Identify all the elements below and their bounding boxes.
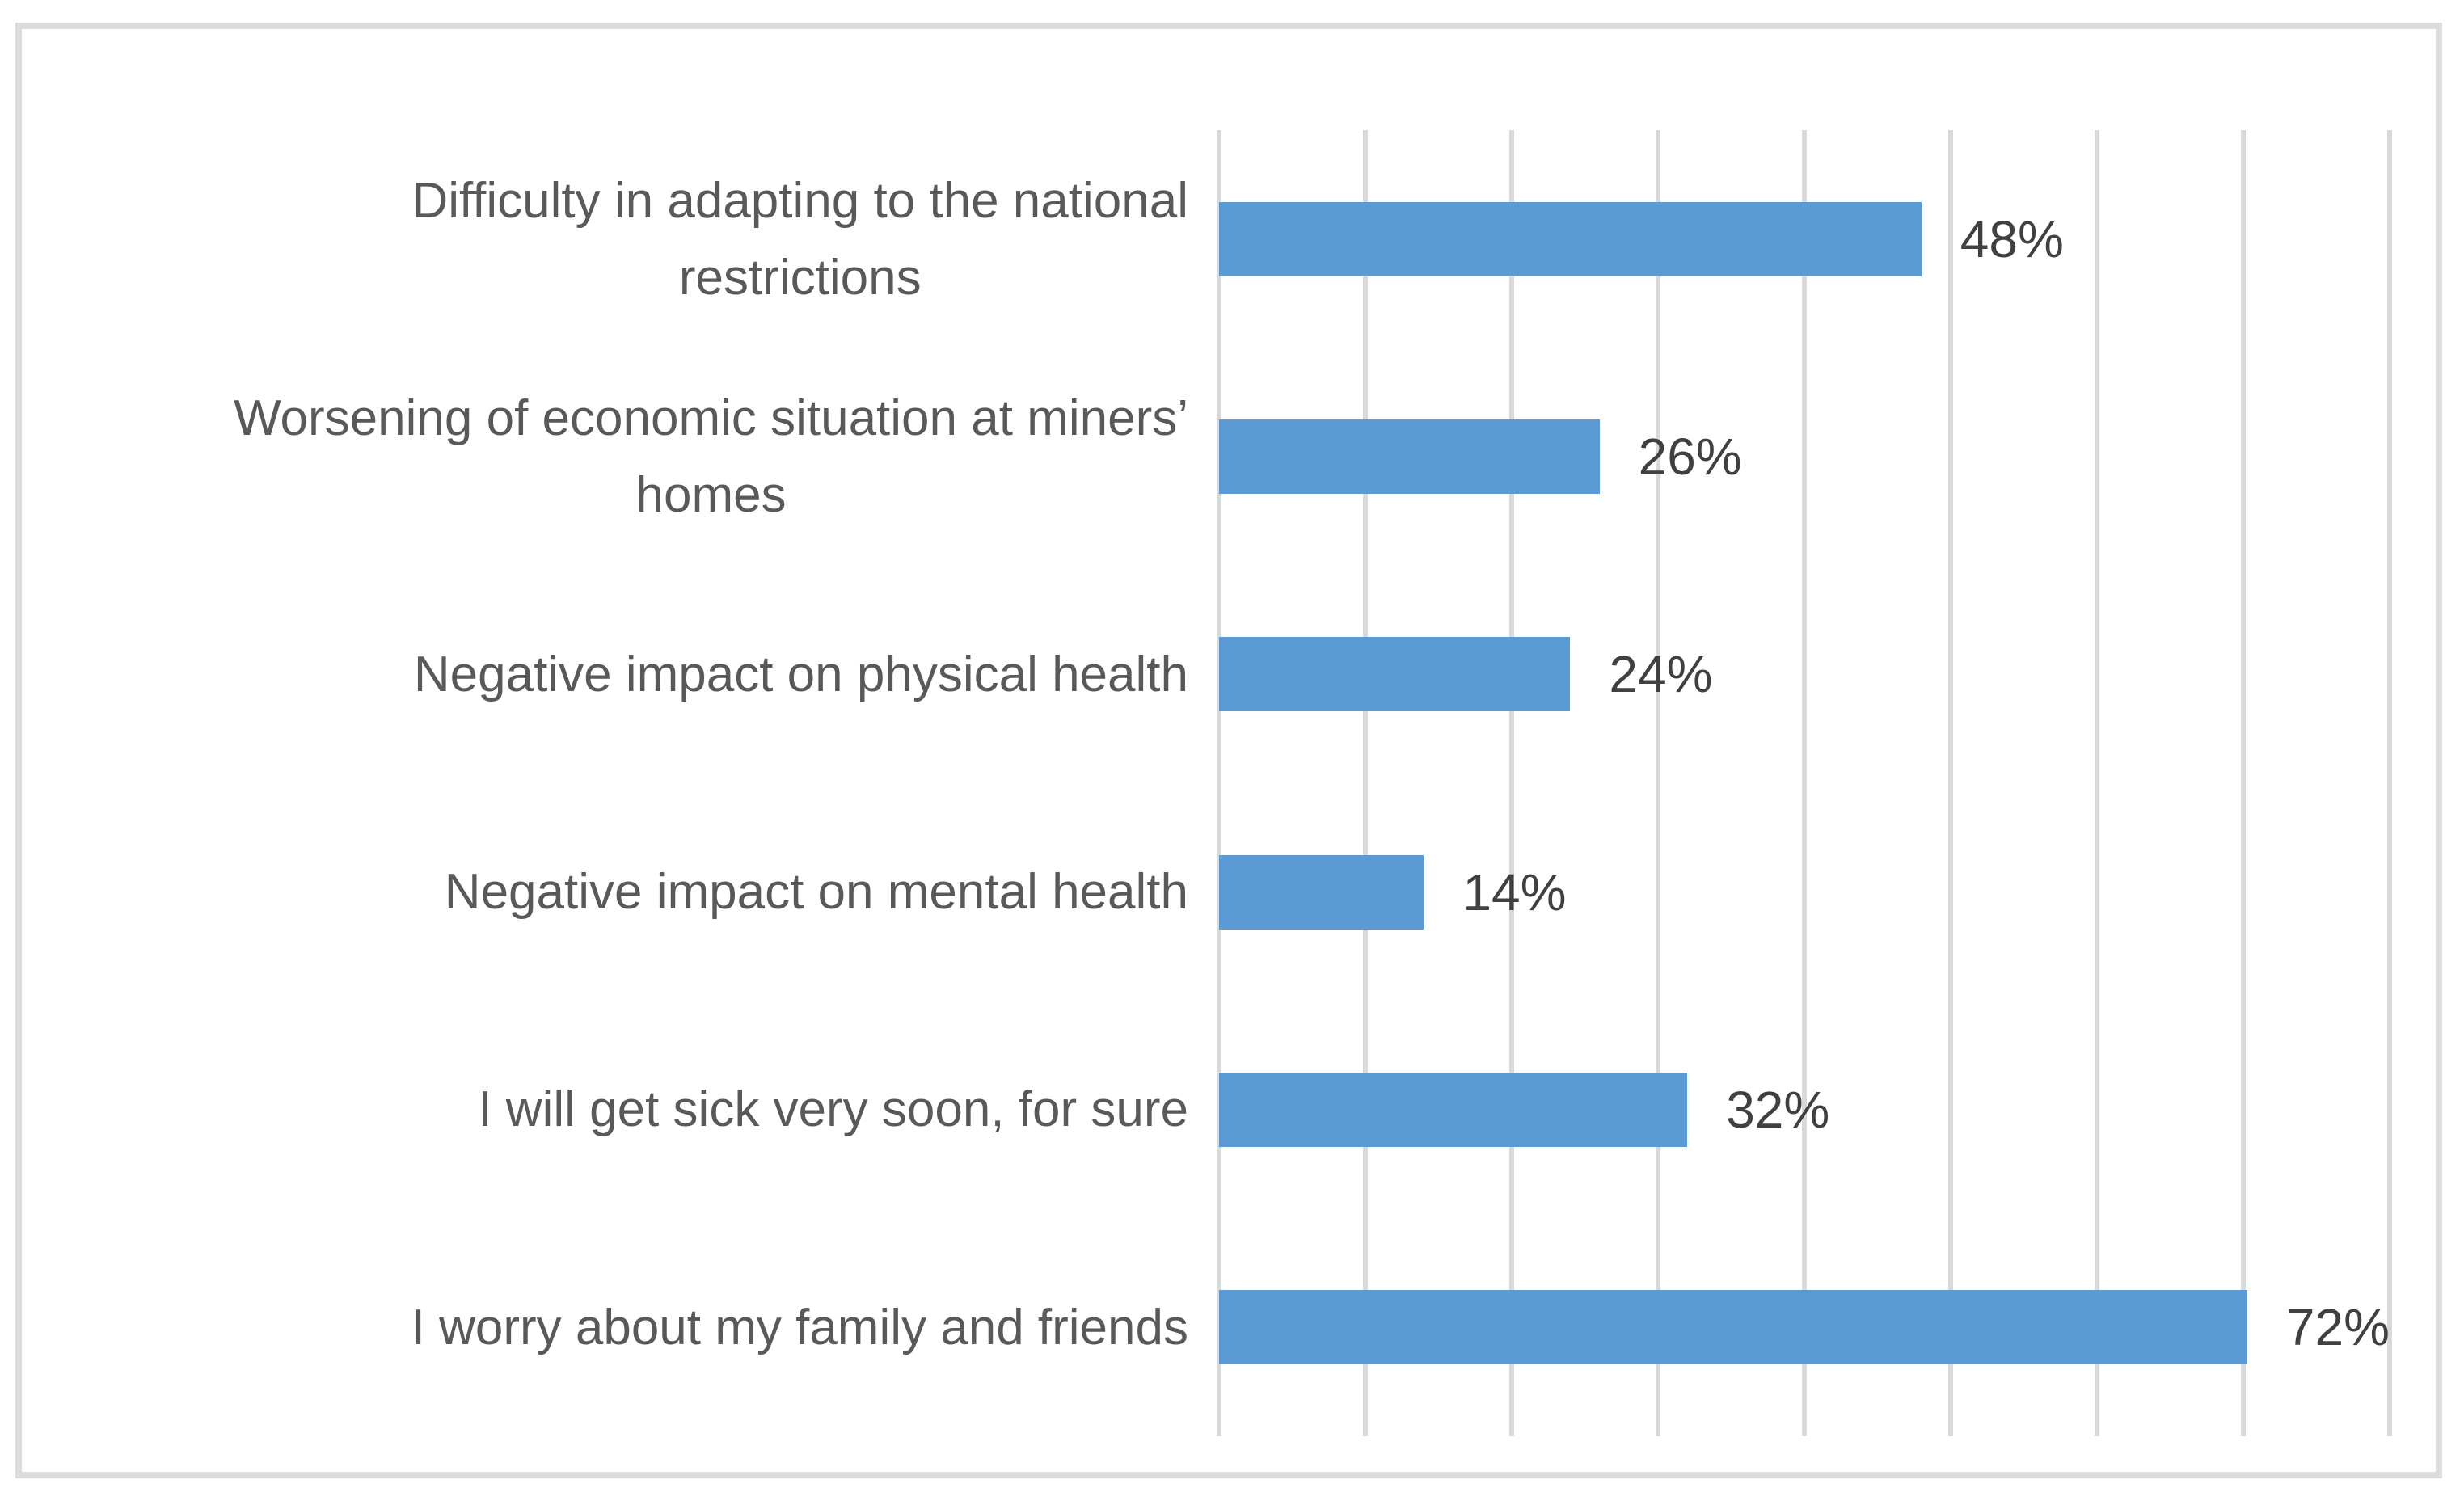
bar-value-label: 48% — [1960, 209, 2064, 268]
category-label: I worry about my family and friends — [411, 1299, 1188, 1355]
gridline — [1802, 130, 1807, 1436]
category-row: Worsening of economic situation at miner… — [38, 348, 1219, 565]
category-label: Negative impact on mental health — [444, 864, 1188, 921]
category-row: Negative impact on mental health — [38, 783, 1219, 1001]
category-label: Difficulty in adapting to the national r… — [411, 172, 1189, 306]
category-row: Negative impact on physical health — [38, 566, 1219, 783]
bar — [1219, 854, 1424, 930]
bar-row: 24% — [1219, 566, 2390, 783]
bar — [1219, 637, 1571, 712]
bar-value-label: 32% — [1726, 1080, 1830, 1139]
bar — [1219, 419, 1600, 494]
bar-value-label: 72% — [2285, 1298, 2390, 1357]
bar-row: 26% — [1219, 348, 2390, 565]
gridlines-layer — [1217, 130, 2392, 1436]
plot-area: 48% 26% 24% 14% 32% 72% — [1217, 130, 2392, 1436]
bars-layer: 48% 26% 24% 14% 32% 72% — [1219, 130, 2390, 1436]
bar-row: 14% — [1219, 783, 2390, 1001]
gridline — [2387, 130, 2392, 1436]
bar — [1219, 1290, 2247, 1365]
bar-value-label: 24% — [1609, 645, 1713, 704]
category-row: I worry about my family and friends — [38, 1219, 1219, 1436]
category-label: Negative impact on physical health — [413, 646, 1188, 702]
category-row: I will get sick very soon, for sure — [38, 1001, 1219, 1218]
gridline — [1217, 130, 1221, 1436]
bar — [1219, 1072, 1688, 1147]
gridline — [1948, 130, 1953, 1436]
bar-value-label: 14% — [1462, 862, 1567, 921]
bar-row: 48% — [1219, 130, 2390, 348]
gridline — [1363, 130, 1368, 1436]
gridline — [2095, 130, 2099, 1436]
bar-row: 72% — [1219, 1219, 2390, 1436]
category-labels-column: Difficulty in adapting to the national r… — [38, 130, 1219, 1436]
category-label: Worsening of economic situation at miner… — [234, 390, 1188, 523]
bar — [1219, 201, 1922, 276]
bar-row: 32% — [1219, 1001, 2390, 1218]
gridline — [1509, 130, 1514, 1436]
gridline — [1656, 130, 1660, 1436]
category-row: Difficulty in adapting to the national r… — [38, 130, 1219, 348]
gridline — [2241, 130, 2246, 1436]
chart-frame: Difficulty in adapting to the national r… — [15, 23, 2442, 1478]
bar-value-label: 26% — [1638, 427, 1742, 486]
category-label: I will get sick very soon, for sure — [478, 1081, 1188, 1138]
